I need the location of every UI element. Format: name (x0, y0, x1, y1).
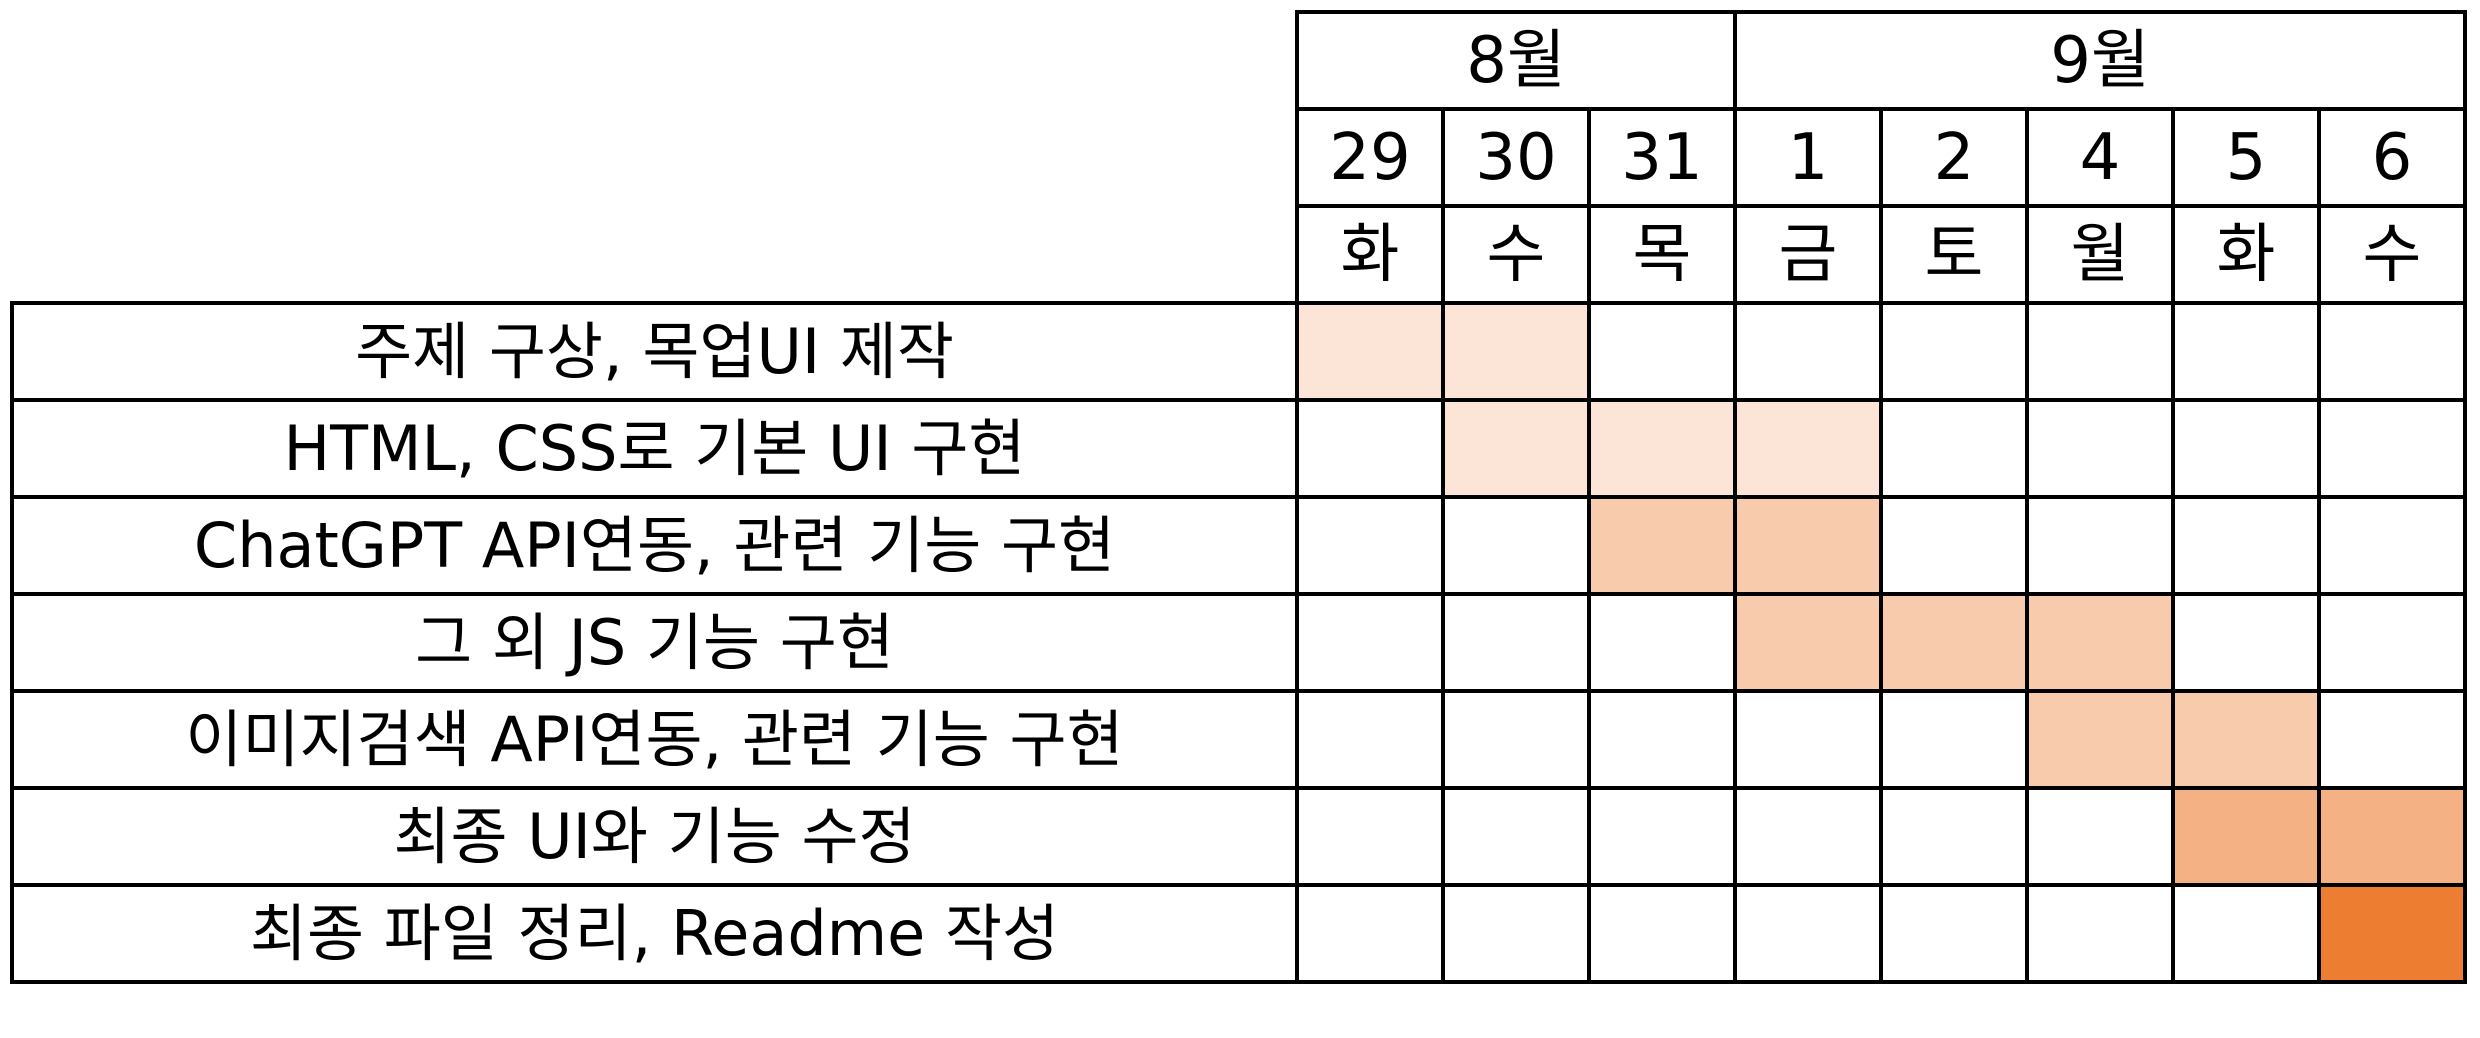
schedule-empty-cell (1441, 786, 1591, 887)
schedule-empty-cell (2317, 689, 2467, 790)
schedule-empty-cell (2171, 301, 2321, 402)
schedule-bar-cell (1733, 495, 1883, 596)
date-header-cell: 5 (2171, 107, 2321, 208)
task-row: HTML, CSS로 기본 UI 구현 (10, 398, 2467, 499)
schedule-empty-cell (1879, 495, 2029, 596)
schedule-bar-cell (1587, 398, 1737, 499)
schedule-empty-cell (1733, 883, 1883, 984)
schedule-empty-cell (2171, 883, 2321, 984)
schedule-empty-cell (2171, 592, 2321, 693)
schedule-empty-cell (1733, 301, 1883, 402)
date-header-cell: 2 (1879, 107, 2029, 208)
schedule-empty-cell (2025, 301, 2175, 402)
schedule-empty-cell (2025, 786, 2175, 887)
schedule-bar-cell (2317, 883, 2467, 984)
task-label: 최종 파일 정리, Readme 작성 (10, 883, 1299, 984)
task-row: 최종 파일 정리, Readme 작성 (10, 883, 2467, 984)
schedule-empty-cell (1295, 592, 1445, 693)
schedule-empty-cell (1587, 689, 1737, 790)
date-header-cell: 4 (2025, 107, 2175, 208)
schedule-empty-cell (1295, 689, 1445, 790)
task-row: ChatGPT API연동, 관련 기능 구현 (10, 495, 2467, 596)
task-label: ChatGPT API연동, 관련 기능 구현 (10, 495, 1299, 596)
schedule-empty-cell (1587, 883, 1737, 984)
task-row: 주제 구상, 목업UI 제작 (10, 301, 2467, 402)
schedule-empty-cell (1587, 592, 1737, 693)
schedule-empty-cell (1295, 883, 1445, 984)
schedule-empty-cell (1295, 786, 1445, 887)
date-header-cell: 1 (1733, 107, 1883, 208)
schedule-empty-cell (1879, 883, 2029, 984)
weekday-header-cell: 화 (1295, 204, 1445, 305)
weekday-header-cell: 목 (1587, 204, 1737, 305)
month-header-cell: 8월 (1295, 10, 1737, 111)
schedule-empty-cell (1879, 301, 2029, 402)
weekday-header-cell: 금 (1733, 204, 1883, 305)
schedule-table: 8월 9월 29 30 31 1 2 4 5 6 화 수 목 금 토 월 화 수 주제 구상, 목업UI 제작 HTM… (10, 10, 2467, 984)
schedule-empty-cell (1441, 689, 1591, 790)
schedule-empty-cell (1879, 786, 2029, 887)
schedule-empty-cell (2317, 398, 2467, 499)
schedule-bar-cell (2171, 786, 2321, 887)
schedule-bar-cell (1441, 301, 1591, 402)
schedule-bar-cell (2171, 689, 2321, 790)
header-blank-corner (12, 12, 1297, 109)
schedule-empty-cell (1733, 786, 1883, 887)
task-label: 이미지검색 API연동, 관련 기능 구현 (10, 689, 1299, 790)
task-label: 주제 구상, 목업UI 제작 (10, 301, 1299, 402)
schedule-bar-cell (1441, 398, 1591, 499)
schedule-empty-cell (1879, 689, 2029, 790)
schedule-empty-cell (1295, 398, 1445, 499)
schedule-empty-cell (2025, 495, 2175, 596)
schedule-empty-cell (1295, 495, 1445, 596)
schedule-empty-cell (1879, 398, 2029, 499)
schedule-empty-cell (1587, 301, 1737, 402)
date-header-cell: 29 (1295, 107, 1445, 208)
weekday-header-cell: 토 (1879, 204, 2029, 305)
schedule-bar-cell (1733, 592, 1883, 693)
month-header-cell: 9월 (1733, 10, 2467, 111)
task-label: HTML, CSS로 기본 UI 구현 (10, 398, 1299, 499)
date-header-cell: 31 (1587, 107, 1737, 208)
header-blank-corner (12, 206, 1297, 303)
schedule-bar-cell (1879, 592, 2029, 693)
date-header-row: 29 30 31 1 2 4 5 6 (12, 107, 2467, 208)
schedule-bar-cell (2025, 689, 2175, 790)
schedule-empty-cell (2025, 883, 2175, 984)
weekday-header-cell: 수 (1441, 204, 1591, 305)
schedule-bar-cell (2025, 592, 2175, 693)
weekday-header-cell: 화 (2171, 204, 2321, 305)
schedule-empty-cell (2171, 398, 2321, 499)
schedule-empty-cell (2317, 495, 2467, 596)
schedule-bar-cell (1295, 301, 1445, 402)
schedule-empty-cell (1441, 495, 1591, 596)
task-label: 그 외 JS 기능 구현 (10, 592, 1299, 693)
header-blank-corner (12, 109, 1297, 206)
weekday-header-cell: 수 (2317, 204, 2467, 305)
schedule-empty-cell (1441, 592, 1591, 693)
month-header-row: 8월 9월 (12, 10, 2467, 111)
schedule-bar-cell (1733, 398, 1883, 499)
schedule-empty-cell (2317, 301, 2467, 402)
task-row: 이미지검색 API연동, 관련 기능 구현 (10, 689, 2467, 790)
task-row: 최종 UI와 기능 수정 (10, 786, 2467, 887)
schedule-empty-cell (1733, 689, 1883, 790)
schedule-empty-cell (1441, 883, 1591, 984)
schedule-empty-cell (2025, 398, 2175, 499)
schedule-empty-cell (2171, 495, 2321, 596)
schedule-bar-cell (1587, 495, 1737, 596)
weekday-header-cell: 월 (2025, 204, 2175, 305)
date-header-cell: 30 (1441, 107, 1591, 208)
schedule-empty-cell (1587, 786, 1737, 887)
schedule-bar-cell (2317, 786, 2467, 887)
task-label: 최종 UI와 기능 수정 (10, 786, 1299, 887)
task-row: 그 외 JS 기능 구현 (10, 592, 2467, 693)
date-header-cell: 6 (2317, 107, 2467, 208)
schedule-empty-cell (2317, 592, 2467, 693)
